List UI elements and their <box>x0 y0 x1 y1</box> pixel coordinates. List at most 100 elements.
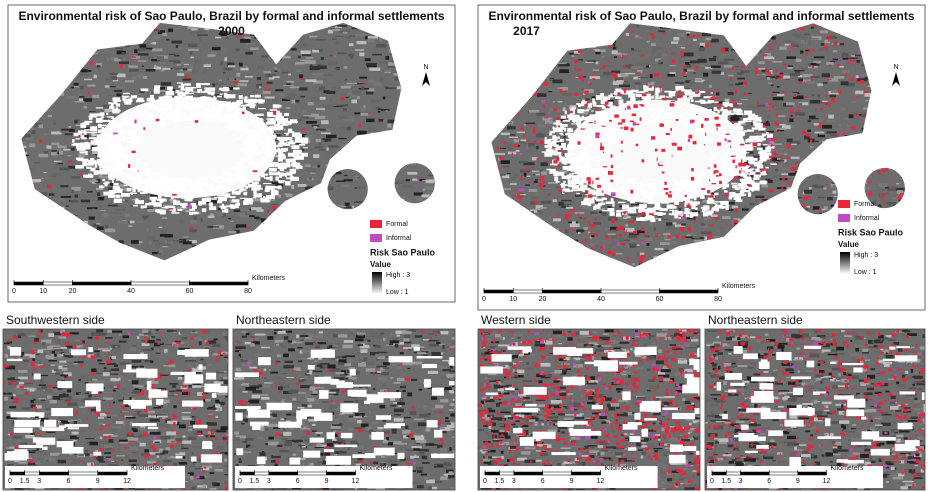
terrain <box>161 217 168 219</box>
terrain <box>758 73 763 76</box>
terrain <box>658 218 669 220</box>
terrain <box>771 157 781 162</box>
terrain <box>339 127 346 130</box>
terrain <box>623 227 627 231</box>
urban-patch <box>122 120 126 125</box>
terrain <box>347 92 358 96</box>
terrain <box>250 47 259 50</box>
urban-patch <box>256 114 263 116</box>
urban-patch <box>124 101 132 105</box>
urban-patch <box>197 90 201 93</box>
terrain <box>115 47 123 50</box>
urban-patch <box>273 144 279 146</box>
terrain <box>767 130 774 133</box>
urban-patch <box>239 186 244 192</box>
urban-patch <box>278 154 286 158</box>
urban-patch <box>234 174 238 178</box>
urban-patch <box>197 182 206 186</box>
terrain <box>624 215 631 219</box>
urban-patch <box>101 126 105 132</box>
urban-patch <box>208 115 213 119</box>
terrain <box>562 203 572 206</box>
terrain <box>528 189 538 192</box>
terrain <box>561 205 570 208</box>
urban-patch <box>153 172 160 175</box>
urban-patch <box>243 200 249 206</box>
urban-patch <box>223 185 226 190</box>
urban-patch <box>148 176 154 179</box>
urban-patch <box>241 130 247 132</box>
urban-patch <box>156 210 165 214</box>
urban-patch <box>89 137 96 140</box>
terrain <box>43 133 48 135</box>
urban-patch <box>177 92 186 97</box>
urban-patch <box>113 109 121 112</box>
terrain <box>611 101 615 104</box>
terrain <box>124 80 135 83</box>
terrain <box>354 176 359 180</box>
terrain <box>298 190 306 192</box>
urban-patch <box>108 102 112 105</box>
terrain <box>718 61 729 65</box>
terrain <box>174 67 184 70</box>
terrain <box>378 37 383 42</box>
terrain <box>658 30 665 33</box>
terrain <box>755 195 765 199</box>
terrain <box>176 63 181 66</box>
terrain <box>864 93 873 97</box>
urban-patch <box>165 192 170 197</box>
terrain <box>281 98 291 101</box>
urban-patch <box>134 181 142 186</box>
terrain <box>86 151 96 153</box>
terrain <box>822 100 828 103</box>
terrain <box>138 48 147 51</box>
urban-patch <box>187 92 194 95</box>
urban-patch <box>81 137 87 140</box>
terrain <box>302 103 309 105</box>
terrain <box>379 79 384 83</box>
urban-patch <box>120 193 130 197</box>
terrain <box>43 172 47 174</box>
terrain <box>332 87 340 89</box>
terrain <box>206 200 216 204</box>
terrain <box>508 136 519 138</box>
terrain <box>620 74 629 77</box>
terrain <box>60 196 72 198</box>
terrain <box>152 35 161 40</box>
terrain <box>379 61 388 64</box>
terrain <box>636 252 640 256</box>
terrain <box>354 49 365 51</box>
urban-patch <box>106 153 109 157</box>
urban-patch <box>156 198 164 201</box>
urban-patch <box>184 83 191 86</box>
urban-patch <box>266 162 275 167</box>
urban-patch <box>177 203 186 205</box>
terrain <box>275 89 284 92</box>
urban-patch <box>178 85 181 88</box>
terrain <box>137 60 147 62</box>
urban-patch <box>99 163 105 168</box>
urban-patch <box>115 176 121 179</box>
urban-patch <box>150 177 160 180</box>
urban-patch <box>119 175 126 180</box>
terrain <box>552 199 557 202</box>
urban-patch <box>138 111 144 116</box>
urban-patch <box>151 199 156 204</box>
terrain <box>119 240 124 243</box>
terrain <box>191 69 198 73</box>
terrain <box>701 55 705 59</box>
terrain <box>106 58 110 61</box>
terrain <box>59 167 69 171</box>
terrain <box>244 36 251 41</box>
urban-patch <box>221 87 230 92</box>
urban-patch <box>231 176 238 180</box>
urban-patch <box>221 210 227 213</box>
urban-patch <box>278 138 288 142</box>
urban-patch <box>98 141 108 145</box>
terrain <box>595 51 601 55</box>
urban-patch <box>144 191 149 194</box>
urban-patch <box>114 140 121 146</box>
terrain <box>925 187 933 189</box>
urban-patch <box>122 92 131 95</box>
urban-patch <box>214 176 222 179</box>
